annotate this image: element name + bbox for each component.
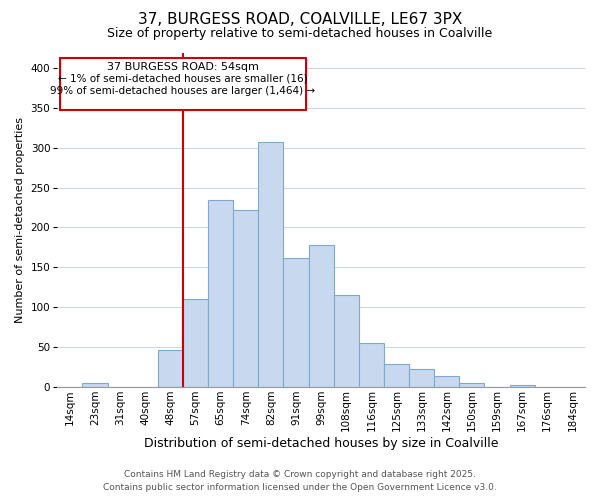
- Text: 37, BURGESS ROAD, COALVILLE, LE67 3PX: 37, BURGESS ROAD, COALVILLE, LE67 3PX: [138, 12, 462, 28]
- Bar: [183, 299, 208, 386]
- Bar: [409, 369, 434, 386]
- Text: Size of property relative to semi-detached houses in Coalville: Size of property relative to semi-detach…: [107, 28, 493, 40]
- Bar: [233, 210, 258, 386]
- Bar: [158, 350, 183, 387]
- FancyBboxPatch shape: [60, 58, 306, 110]
- Bar: [434, 376, 460, 386]
- Text: 37 BURGESS ROAD: 54sqm: 37 BURGESS ROAD: 54sqm: [107, 62, 259, 72]
- Y-axis label: Number of semi-detached properties: Number of semi-detached properties: [15, 116, 25, 322]
- Text: ← 1% of semi-detached houses are smaller (16): ← 1% of semi-detached houses are smaller…: [58, 74, 308, 84]
- Bar: [283, 258, 308, 386]
- Bar: [308, 245, 334, 386]
- Text: Contains HM Land Registry data © Crown copyright and database right 2025.
Contai: Contains HM Land Registry data © Crown c…: [103, 470, 497, 492]
- Bar: [258, 142, 283, 386]
- Text: 99% of semi-detached houses are larger (1,464) →: 99% of semi-detached houses are larger (…: [50, 86, 316, 96]
- Bar: [384, 364, 409, 386]
- X-axis label: Distribution of semi-detached houses by size in Coalville: Distribution of semi-detached houses by …: [144, 437, 499, 450]
- Bar: [359, 343, 384, 386]
- Bar: [334, 295, 359, 386]
- Bar: [82, 382, 107, 386]
- Bar: [509, 385, 535, 386]
- Bar: [208, 200, 233, 386]
- Bar: [460, 382, 484, 386]
